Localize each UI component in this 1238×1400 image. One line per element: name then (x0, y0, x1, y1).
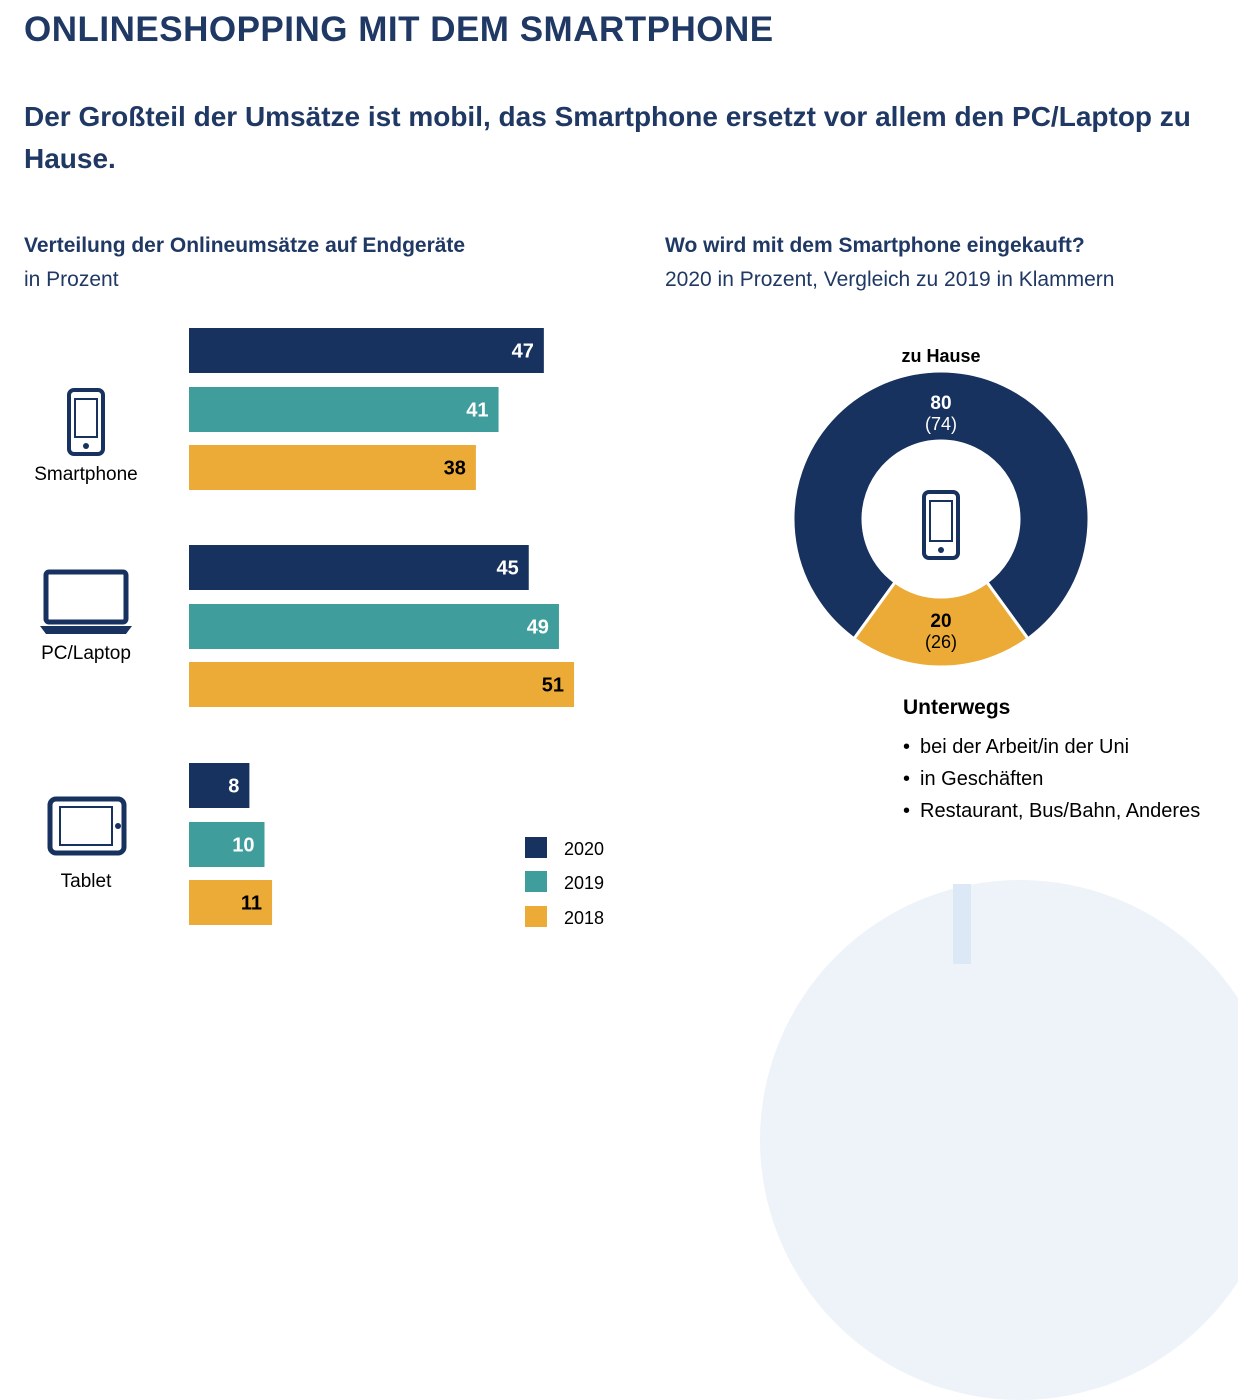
laptop-icon (40, 569, 132, 634)
unterwegs-item: in Geschäften (903, 766, 1200, 798)
bar-value-label: 41 (466, 400, 488, 422)
slice-value-label: 20 (930, 611, 951, 632)
legend-swatch (525, 906, 547, 927)
legend-swatch (525, 871, 547, 892)
bar (189, 328, 544, 373)
donut-slice (791, 369, 1091, 641)
slice-category-label: zu Hause (901, 346, 980, 366)
donut-slice (851, 580, 1031, 669)
decorative-circle (760, 880, 1238, 1400)
bar-chart-subtitle: in Prozent (24, 268, 119, 291)
unterwegs-list: bei der Arbeit/in der Uni in Geschäften … (903, 734, 1200, 830)
bar-value-label: 38 (444, 458, 466, 480)
unterwegs-heading: Unterwegs (903, 696, 1011, 719)
page-subtitle: Der Großteil der Umsätze ist mobil, das … (24, 101, 1191, 174)
bar (189, 545, 529, 590)
bar-chart: Smartphone 47 41 38 PC/Laptop 45 49 51 Tablet 8 10… (34, 328, 604, 928)
slice-previous-label: (26) (925, 632, 957, 652)
bar (189, 822, 265, 867)
page-title: ONLINESHOPPING MIT DEM SMARTPHONE (24, 10, 774, 49)
legend-label: 2018 (564, 908, 604, 928)
bar (189, 387, 499, 432)
donut-chart-subtitle: 2020 in Prozent, Vergleich zu 2019 in Kl… (665, 268, 1115, 291)
decorative-stripe (953, 884, 971, 964)
unterwegs-item: bei der Arbeit/in der Uni (903, 734, 1200, 766)
bar-value-label: 47 (512, 341, 534, 363)
legend-swatch (525, 837, 547, 858)
bar-value-label: 10 (232, 835, 254, 857)
bar-value-label: 49 (527, 617, 549, 639)
bar (189, 662, 575, 707)
bar (189, 445, 476, 490)
bar-value-label: 11 (241, 893, 262, 915)
unterwegs-item: Restaurant, Bus/Bahn, Anderes (903, 798, 1200, 830)
slice-previous-label: (74) (925, 414, 957, 434)
smartphone-icon (922, 490, 960, 560)
legend-label: 2020 (564, 839, 604, 859)
category-label: Tablet (61, 871, 112, 892)
bar-chart-title: Verteilung der Onlineumsätze auf Endgerä… (24, 234, 466, 257)
bar (189, 604, 559, 649)
smartphone-icon (67, 388, 105, 456)
tablet-icon (47, 796, 127, 856)
category-label: PC/Laptop (41, 643, 131, 664)
bar-value-label: 51 (542, 675, 564, 697)
donut-chart-title: Wo wird mit dem Smartphone eingekauft? (665, 234, 1085, 257)
bar (189, 763, 250, 808)
bar (189, 880, 273, 925)
bar-value-label: 8 (228, 776, 239, 798)
category-label: Smartphone (34, 464, 138, 485)
slice-value-label: 80 (930, 393, 951, 414)
bar-value-label: 45 (497, 558, 519, 580)
legend-label: 2019 (564, 873, 604, 893)
